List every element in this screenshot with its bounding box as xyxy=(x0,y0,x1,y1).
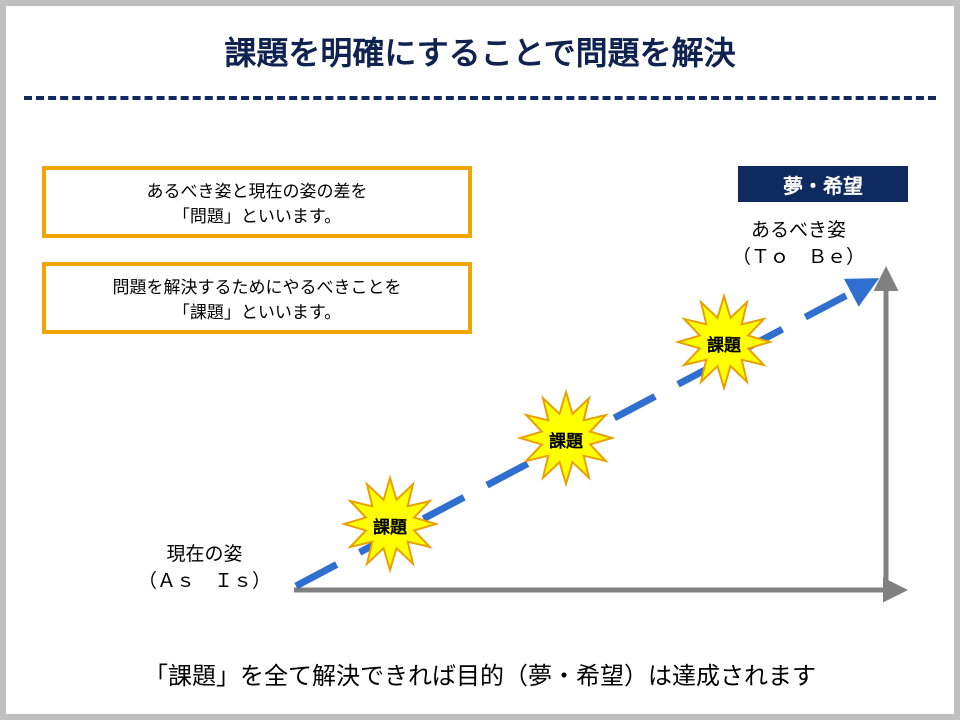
footer-text: 「課題」を全て解決できれば目的（夢・希望）は達成されます xyxy=(6,656,954,691)
tobe-label: あるべき姿 （Ｔｏ Ｂｅ） xyxy=(732,218,865,271)
burst-label: 課題 xyxy=(360,513,420,538)
slide-page: 課題を明確にすることで問題を解決 あるべき姿と現在の姿の差を 「問題」といいます… xyxy=(6,6,954,714)
title-divider xyxy=(24,96,936,100)
dream-badge: 夢・希望 xyxy=(738,166,908,202)
burst-label: 課題 xyxy=(536,427,596,452)
definition-box-line: 「問題」といいます。 xyxy=(173,202,341,227)
diagram-svg xyxy=(6,6,954,714)
asis-label: 現在の姿 （Ａｓ Ｉｓ） xyxy=(138,542,271,595)
definition-box-line: 問題を解決するためにやるべきことを xyxy=(113,273,402,298)
definition-box-task: 問題を解決するためにやるべきことを 「課題」といいます。 xyxy=(42,262,472,334)
definition-box-line: 「課題」といいます。 xyxy=(173,298,341,323)
page-title: 課題を明確にすることで問題を解決 xyxy=(6,28,954,74)
burst-label: 課題 xyxy=(694,331,754,356)
definition-box-problem: あるべき姿と現在の姿の差を 「問題」といいます。 xyxy=(42,166,472,238)
definition-box-line: あるべき姿と現在の姿の差を xyxy=(147,177,368,202)
